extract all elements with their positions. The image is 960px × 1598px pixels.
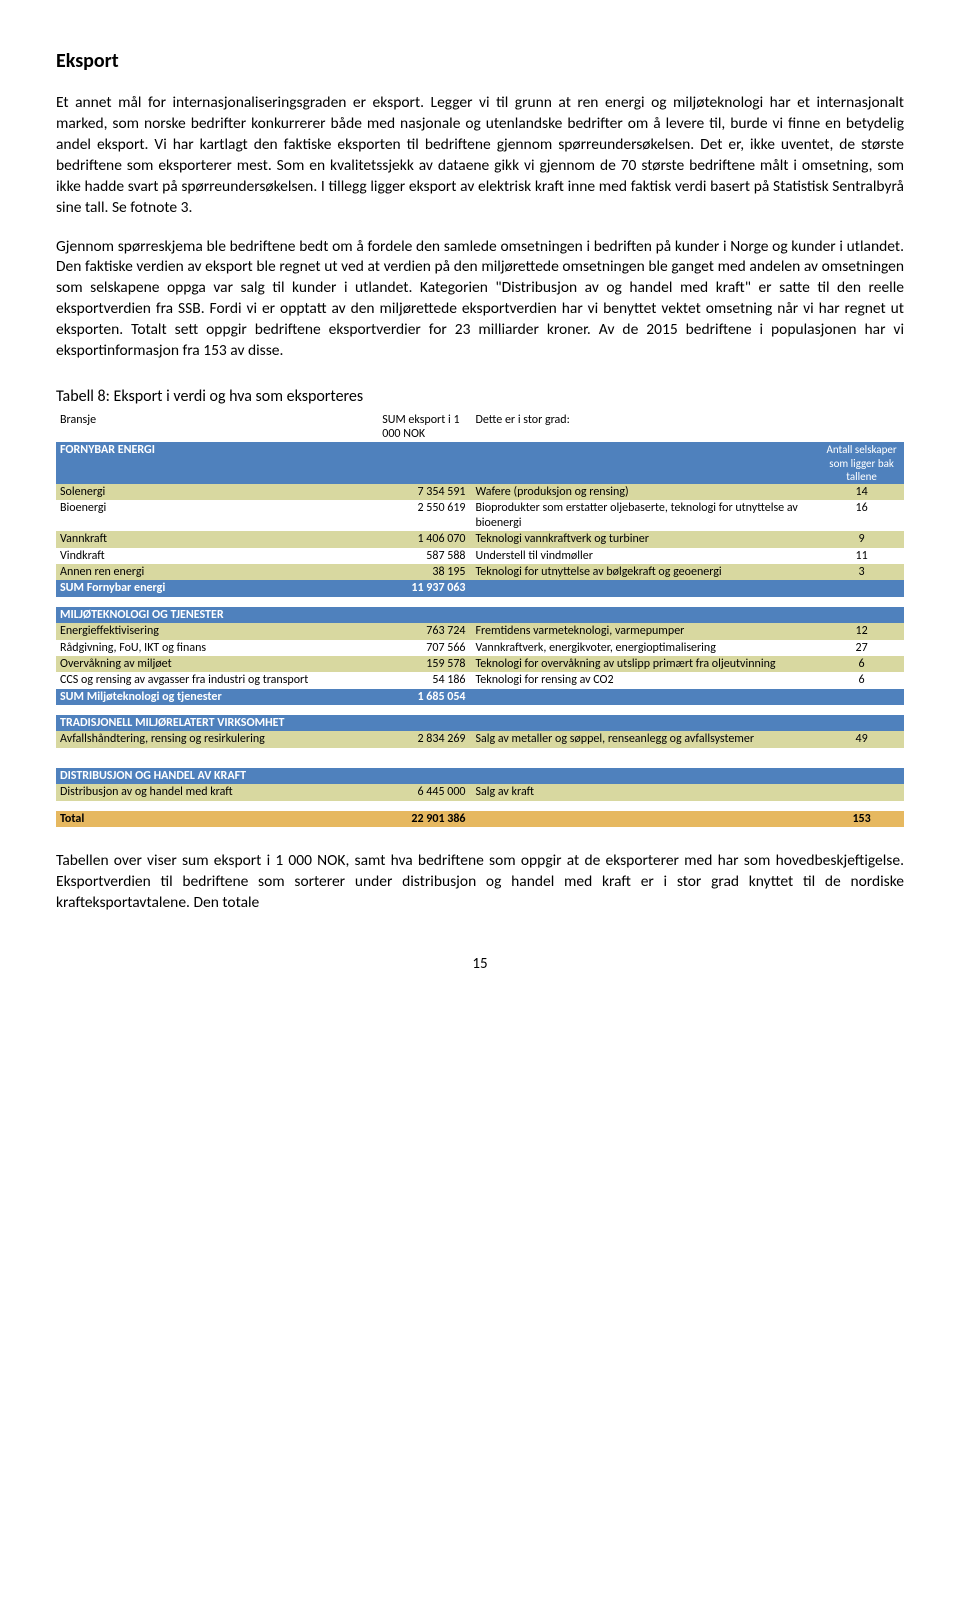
paragraph-3: Tabellen over viser sum eksport i 1 000 … bbox=[56, 851, 904, 914]
hdr-count-text: Antall selskaper som ligger bak tallene bbox=[819, 442, 904, 484]
sum-fornybar: SUM Fornybar energi 11 937 063 bbox=[56, 580, 904, 596]
table-row: Overvåkning av miljøet 159 578 Teknologi… bbox=[56, 656, 904, 672]
hdr-count bbox=[819, 412, 904, 443]
section-fornybar-label: FORNYBAR ENERGI bbox=[56, 442, 378, 484]
hdr-sum: SUM eksport i 1 000 NOK bbox=[378, 412, 471, 443]
hdr-desc: Dette er i stor grad: bbox=[472, 412, 820, 443]
table-row: Rådgivning, FoU, IKT og finans 707 566 V… bbox=[56, 640, 904, 656]
table-title: Tabell 8: Eksport i verdi og hva som eks… bbox=[56, 386, 904, 408]
row-total: Total 22 901 386 153 bbox=[56, 811, 904, 827]
sum-miljo: SUM Miljøteknologi og tjenester 1 685 05… bbox=[56, 689, 904, 705]
page-number: 15 bbox=[56, 954, 904, 974]
table-row: Vannkraft 1 406 070 Teknologi vannkraftv… bbox=[56, 531, 904, 547]
section-miljo-label: MILJØTEKNOLOGI OG TJENESTER bbox=[56, 607, 378, 623]
section-distribusjon-label: DISTRIBUSJON OG HANDEL AV KRAFT bbox=[56, 768, 904, 784]
table-row: Bioenergi 2 550 619 Bioprodukter som ers… bbox=[56, 500, 904, 531]
table-row: CCS og rensing av avgasser fra industri … bbox=[56, 672, 904, 688]
hdr-bransje: Bransje bbox=[56, 412, 378, 443]
export-table: Bransje SUM eksport i 1 000 NOK Dette er… bbox=[56, 412, 904, 827]
section-tradisjonell-label: TRADISJONELL MILJØRELATERT VIRKSOMHET bbox=[56, 715, 904, 731]
table-row: Vindkraft 587 588 Understell til vindmøl… bbox=[56, 548, 904, 564]
table-row: Distribusjon av og handel med kraft 6 44… bbox=[56, 784, 904, 800]
paragraph-2: Gjennom spørreskjema ble bedriftene bedt… bbox=[56, 237, 904, 363]
table-row: Avfallshåndtering, rensing og resirkuler… bbox=[56, 731, 904, 747]
paragraph-1: Et annet mål for internasjonaliseringsgr… bbox=[56, 93, 904, 219]
page-heading: Eksport bbox=[56, 48, 904, 75]
table-row: Energieffektivisering 763 724 Fremtidens… bbox=[56, 623, 904, 639]
table-row: Solenergi 7 354 591 Wafere (produksjon o… bbox=[56, 484, 904, 500]
table-row: Annen ren energi 38 195 Teknologi for ut… bbox=[56, 564, 904, 580]
